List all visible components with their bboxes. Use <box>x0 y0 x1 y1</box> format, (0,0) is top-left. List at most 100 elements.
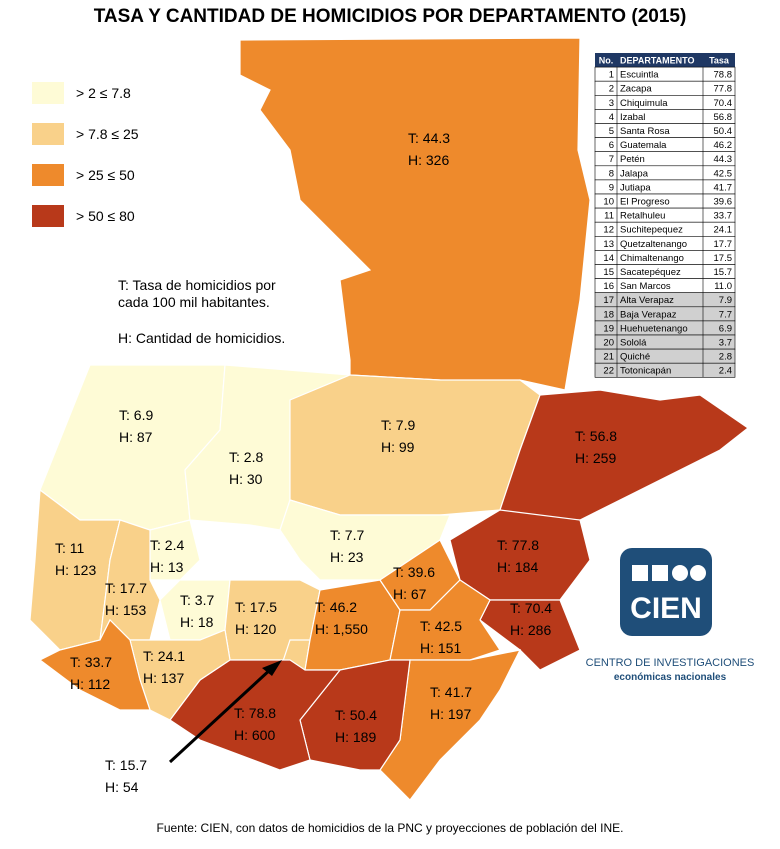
department <box>289 374 541 516</box>
table-cell: 22 <box>603 366 614 377</box>
note: T: Tasa de homicidios por <box>118 277 276 293</box>
table-cell: Guatemala <box>620 140 667 151</box>
table-cell: Escuintla <box>620 70 659 81</box>
table-cell: 16 <box>603 281 614 292</box>
department <box>499 389 750 521</box>
department <box>239 37 591 391</box>
table-cell: 6 <box>609 140 614 151</box>
table-cell: 17.5 <box>714 253 733 264</box>
table-cell: 7.7 <box>719 309 732 320</box>
map-rate: T: 46.2 <box>315 599 357 615</box>
table-cell: 11.0 <box>714 281 732 292</box>
logo-tagline: económicas nacionales <box>614 672 727 683</box>
map-count: H: 326 <box>408 152 449 168</box>
table-cell: 2.4 <box>719 366 732 377</box>
table-cell: Jutiapa <box>620 182 651 193</box>
map-rate: T: 3.7 <box>180 592 214 608</box>
map-rate: T: 78.8 <box>234 705 276 721</box>
map-rate: T: 42.5 <box>420 618 462 634</box>
map-rate: T: 24.1 <box>143 648 185 664</box>
map-count: H: 1,550 <box>315 621 368 637</box>
legend-swatch <box>32 82 64 104</box>
map-count: H: 151 <box>420 640 461 656</box>
table-cell: Alta Verapaz <box>620 295 674 306</box>
table-cell: 2.8 <box>719 352 732 363</box>
map-rate: T: 39.6 <box>393 564 435 580</box>
map-rate: T: 11 <box>55 540 85 556</box>
department <box>159 579 231 641</box>
table-cell: 70.4 <box>714 98 733 109</box>
map-count: H: 137 <box>143 670 184 686</box>
map-rate: T: 44.3 <box>408 130 450 146</box>
table-cell: 3 <box>609 98 614 109</box>
map-rate: T: 17.7 <box>105 580 147 596</box>
map <box>29 37 750 801</box>
table-cell: 56.8 <box>714 112 733 123</box>
source: Fuente: CIEN, con datos de homicidios de… <box>157 821 624 835</box>
table-cell: 5 <box>609 126 614 137</box>
table-cell: Chimaltenango <box>620 253 684 264</box>
table-cell: 3.7 <box>719 338 732 349</box>
table-cell: 4 <box>609 112 614 123</box>
logo-subtitle: CENTRO DE INVESTIGACIONES <box>586 657 755 669</box>
table-cell: 8 <box>609 168 614 179</box>
table-cell: 39.6 <box>714 197 733 208</box>
table-cell: 41.7 <box>714 182 733 193</box>
map-count: H: 67 <box>393 586 427 602</box>
map-count: H: 184 <box>497 559 538 575</box>
map-rate: T: 7.9 <box>381 417 415 433</box>
table-cell: Baja Verapaz <box>620 309 677 320</box>
table-row <box>594 348 736 364</box>
logo-shape <box>652 565 668 581</box>
map-rate: T: 33.7 <box>70 654 112 670</box>
map-count: H: 600 <box>234 727 275 743</box>
map-rate: T: 17.5 <box>235 599 277 615</box>
table-cell: Petén <box>620 154 645 165</box>
logo-shape <box>632 565 648 581</box>
table-cell: 50.4 <box>714 126 733 137</box>
table-header: Tasa <box>709 56 730 66</box>
table-cell: 2 <box>609 84 614 95</box>
table-cell: 46.2 <box>714 140 733 151</box>
table-cell: 33.7 <box>714 211 733 222</box>
logo-shape <box>690 565 706 581</box>
map-count: H: 18 <box>180 614 214 630</box>
title: TASA Y CANTIDAD DE HOMICIDIOS POR DEPART… <box>94 6 687 27</box>
table-cell: 12 <box>603 225 614 236</box>
table-cell: 6.9 <box>719 323 732 334</box>
legend-label: > 7.8 ≤ 25 <box>76 126 139 142</box>
table-cell: 44.3 <box>714 154 733 165</box>
map-count: H: 112 <box>70 676 110 692</box>
map-count: H: 120 <box>235 621 276 637</box>
department <box>449 509 591 601</box>
table-cell: 17 <box>603 295 614 306</box>
table-cell: 13 <box>603 239 614 250</box>
table-cell: 19 <box>603 323 614 334</box>
table-cell: Quetzaltenango <box>620 239 687 250</box>
note: H: Cantidad de homicidios. <box>118 330 285 346</box>
map-count: H: 87 <box>119 429 153 445</box>
map-count: H: 153 <box>105 602 146 618</box>
table-cell: 77.8 <box>714 84 733 95</box>
table-cell: Totonicapán <box>620 366 671 377</box>
table-cell: Santa Rosa <box>620 126 670 137</box>
table-cell: Suchitepequez <box>620 225 683 236</box>
table-cell: 7.9 <box>719 295 732 306</box>
map-count: H: 123 <box>55 562 96 578</box>
map-count: H: 286 <box>510 622 551 638</box>
map-count: H: 54 <box>105 779 139 795</box>
logo-name: CIEN <box>630 592 702 625</box>
map-count: H: 13 <box>150 559 184 575</box>
table-header-bg <box>595 53 735 68</box>
note: cada 100 mil habitantes. <box>118 294 270 310</box>
table-cell: 17.7 <box>714 239 733 250</box>
arrow <box>168 666 274 764</box>
legend-label: > 25 ≤ 50 <box>76 167 135 183</box>
map-rate: T: 2.8 <box>229 449 263 465</box>
table-cell: El Progreso <box>620 197 670 208</box>
table-cell: Zacapa <box>620 84 652 95</box>
map-rate: T: 7.7 <box>330 527 364 543</box>
table-cell: 18 <box>603 309 614 320</box>
table-cell: 10 <box>603 197 614 208</box>
